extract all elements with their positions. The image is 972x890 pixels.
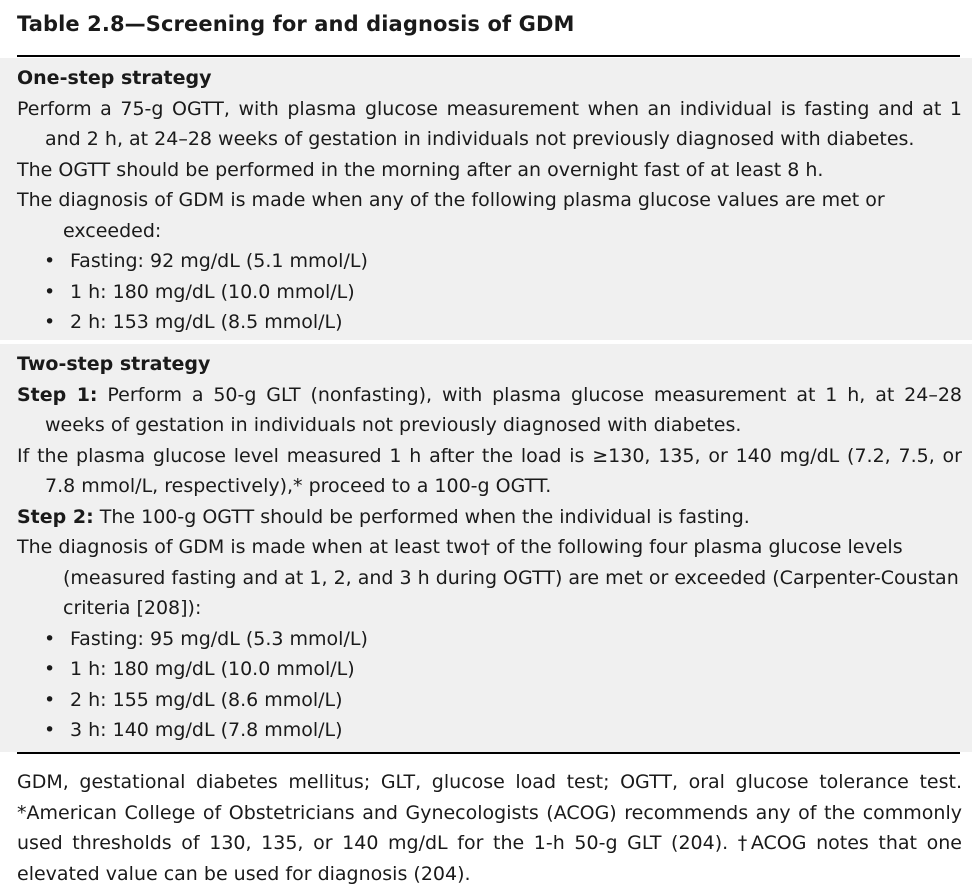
step-2-label: Step 2: <box>17 505 94 528</box>
table-body-panel <box>0 58 972 752</box>
bullet-icon: • <box>44 280 56 303</box>
two-step-bullet-list: • Fasting: 95 mg/dL (5.3 mmol/L) • 1 h: 18… <box>17 624 962 746</box>
list-item: • 3 h: 140 mg/dL (7.8 mmol/L) <box>44 715 962 746</box>
list-item: • 1 h: 180 mg/dL (10.0 mmol/L) <box>44 277 962 308</box>
table-footnote: GDM, gestational diabetes mellitus; GLT,… <box>17 771 962 885</box>
two-step-section: Two-step strategy Step 1: Perform a 50-g… <box>17 349 962 746</box>
bullet-icon: • <box>44 719 56 741</box>
title-rule <box>17 55 960 57</box>
one-step-paragraph-1: Perform a 75-g OGTT, with plasma glucose… <box>17 97 962 151</box>
step-1-paragraph: Step 1: Perform a 50-g GLT (nonfasting),… <box>17 383 963 437</box>
list-item: • 1 h: 180 mg/dL (10.0 mmol/L) <box>44 654 962 685</box>
bullet-icon: • <box>44 688 56 711</box>
two-step-heading: Two-step strategy <box>17 353 211 375</box>
two-step-diagnosis-paragraph: The diagnosis of GDM is made when at lea… <box>17 536 959 619</box>
one-step-bullet-list: • Fasting: 92 mg/dL (5.1 mmol/L) • 1 h: 18… <box>17 246 962 338</box>
list-item: • Fasting: 92 mg/dL (5.1 mmol/L) <box>44 246 962 277</box>
one-step-section: One-step strategy Perform a 75-g OGTT, w… <box>17 63 962 338</box>
section-separator <box>0 340 972 344</box>
step-2-paragraph: Step 2: The 100-g OGTT should be perform… <box>17 505 750 528</box>
bullet-icon: • <box>44 250 56 272</box>
list-item: • 2 h: 155 mg/dL (8.6 mmol/L) <box>44 685 962 716</box>
one-step-heading: One-step strategy <box>17 67 212 89</box>
bullet-icon: • <box>44 311 56 333</box>
bullet-icon: • <box>44 627 56 650</box>
threshold-paragraph: If the plasma glucose level measured 1 h… <box>17 444 962 498</box>
list-item: • 2 h: 153 mg/dL (8.5 mmol/L) <box>44 307 962 338</box>
one-step-paragraph-2: The OGTT should be performed in the morn… <box>17 158 824 181</box>
step-1-label: Step 1: <box>17 383 98 406</box>
table-title: Table 2.8—Screening for and diagnosis of… <box>17 12 575 36</box>
bottom-rule <box>17 752 960 754</box>
list-item: • Fasting: 95 mg/dL (5.3 mmol/L) <box>44 624 962 655</box>
one-step-paragraph-3: The diagnosis of GDM is made when any of… <box>17 189 885 242</box>
bullet-icon: • <box>44 658 56 680</box>
